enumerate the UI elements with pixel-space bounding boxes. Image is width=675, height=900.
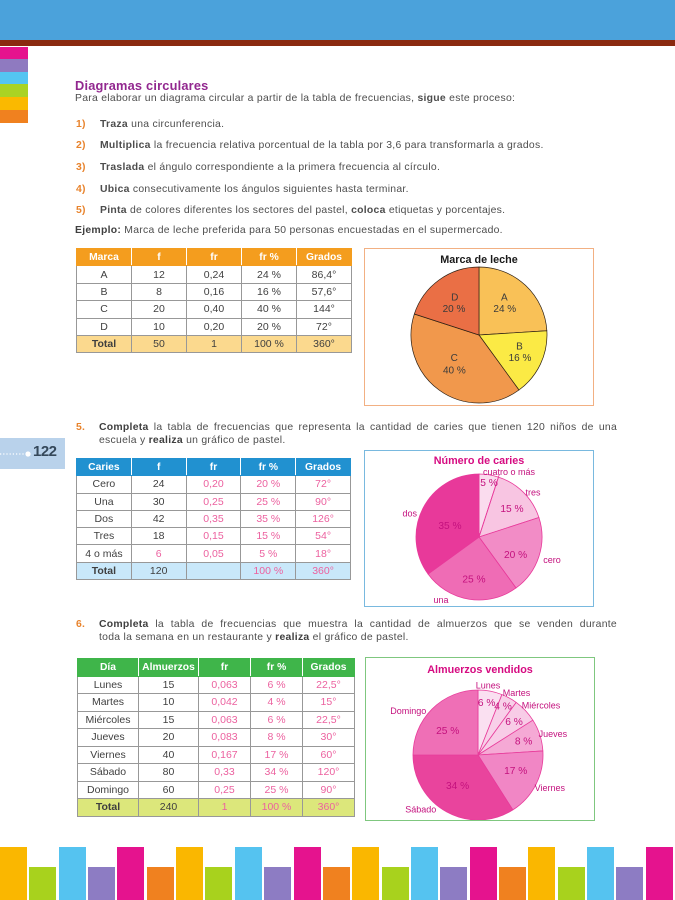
svg-text:Viernes: Viernes <box>535 783 566 793</box>
svg-text:Domingo: Domingo <box>390 706 426 716</box>
svg-text:Marca de leche: Marca de leche <box>440 254 517 266</box>
svg-text:16 %: 16 % <box>509 353 532 364</box>
svg-text:B: B <box>516 341 523 352</box>
svg-text:cero: cero <box>543 555 561 565</box>
svg-text:Número de caries: Número de caries <box>434 455 525 467</box>
svg-text:15 %: 15 % <box>500 504 523 515</box>
svg-text:Lunes: Lunes <box>476 681 501 691</box>
svg-text:24 %: 24 % <box>493 304 516 315</box>
svg-text:25 %: 25 % <box>436 726 459 737</box>
svg-text:8 %: 8 % <box>515 737 533 748</box>
svg-text:dos: dos <box>403 509 418 519</box>
svg-text:A: A <box>501 292 508 303</box>
svg-text:4 %: 4 % <box>494 702 512 713</box>
svg-text:25 %: 25 % <box>462 574 485 585</box>
svg-text:C: C <box>451 353 458 364</box>
svg-text:5 %: 5 % <box>480 478 498 489</box>
svg-text:cuatro o más: cuatro o más <box>483 467 536 477</box>
svg-text:20 %: 20 % <box>443 304 466 315</box>
svg-text:una: una <box>433 595 448 605</box>
svg-text:Sábado: Sábado <box>405 804 436 814</box>
svg-text:35 %: 35 % <box>438 521 461 532</box>
svg-text:D: D <box>451 292 458 303</box>
svg-text:17 %: 17 % <box>504 766 527 777</box>
svg-text:6 %: 6 % <box>505 717 523 728</box>
svg-text:20 %: 20 % <box>504 550 527 561</box>
svg-text:Miércoles: Miércoles <box>522 701 561 711</box>
svg-text:Jueves: Jueves <box>539 729 568 739</box>
svg-text:Almuerzos vendidos: Almuerzos vendidos <box>427 664 533 676</box>
svg-text:34 %: 34 % <box>446 781 469 792</box>
svg-text:6 %: 6 % <box>478 698 496 709</box>
svg-text:tres: tres <box>525 488 541 498</box>
svg-text:40 %: 40 % <box>443 365 466 376</box>
svg-text:Martes: Martes <box>503 688 531 698</box>
